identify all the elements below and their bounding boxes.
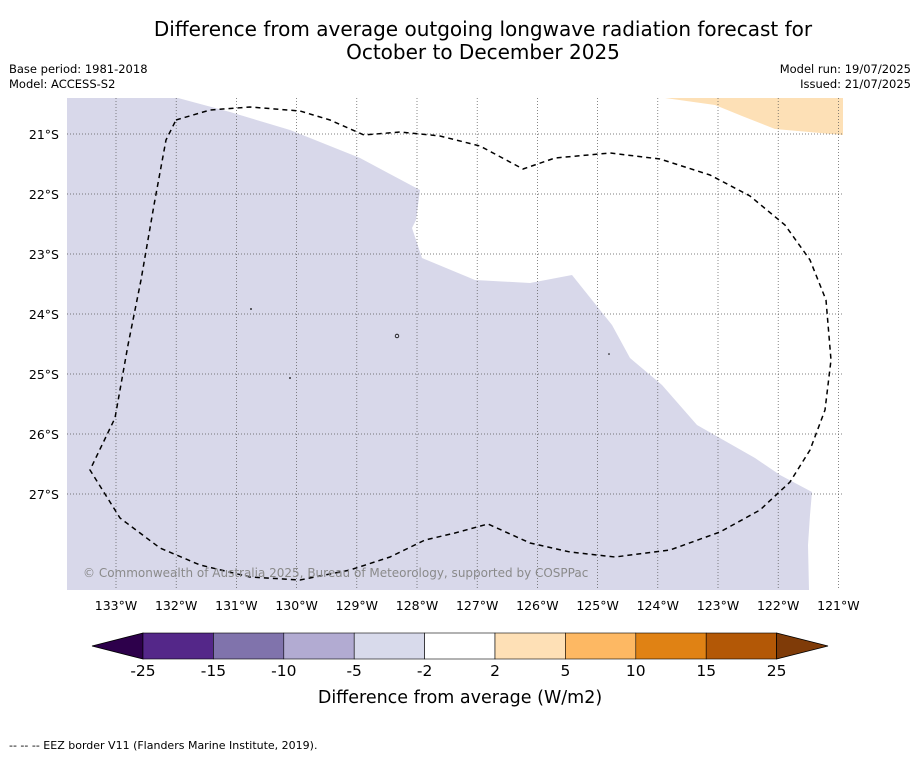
map-title: Difference from average outgoing longwav… xyxy=(0,18,919,64)
latitude-label: 23°S xyxy=(29,247,59,262)
island-marker xyxy=(394,333,400,339)
eez-legend-note: -- -- -- EEZ border V11 (Flanders Marine… xyxy=(9,739,318,752)
latitude-label: 25°S xyxy=(29,367,59,382)
colorbar-segment xyxy=(565,632,637,660)
longitude-label: 124°W xyxy=(637,598,679,613)
eez-border xyxy=(89,106,832,581)
copyright-text: © Commonwealth of Australia 2025, Bureau… xyxy=(83,566,588,580)
colorbar-segment xyxy=(494,632,566,660)
colorbar-tick-label: -25 xyxy=(130,662,155,680)
meta-right: Model run: 19/07/2025 Issued: 21/07/2025 xyxy=(780,62,911,92)
longitude-label: 127°W xyxy=(456,598,498,613)
positive-anomaly-region xyxy=(665,98,843,135)
colorbar xyxy=(91,632,829,660)
title-line-2: October to December 2025 xyxy=(346,40,620,64)
negative-anomaly-region xyxy=(67,98,812,590)
colorbar-tick-label: 10 xyxy=(626,662,646,680)
colorbar-segment xyxy=(635,632,707,660)
base-period: Base period: 1981-2018 xyxy=(9,62,148,76)
colorbar-label: Difference from average (W/m2) xyxy=(318,688,602,708)
colorbar-tick-label: -5 xyxy=(346,662,361,680)
colorbar-segment xyxy=(142,632,214,660)
island-marker xyxy=(289,377,291,379)
title-line-1: Difference from average outgoing longwav… xyxy=(153,17,813,41)
colorbar-segment xyxy=(283,632,355,660)
latitude-label: 24°S xyxy=(29,307,59,322)
longitude-label: 122°W xyxy=(757,598,799,613)
colorbar-tick-label: -2 xyxy=(417,662,432,680)
colorbar-segment xyxy=(353,632,425,660)
colorbar-extension-min xyxy=(91,632,144,660)
longitude-label: 133°W xyxy=(95,598,137,613)
latitude-label: 26°S xyxy=(29,427,59,442)
colorbar-tick-label: 5 xyxy=(560,662,570,680)
colorbar-segment xyxy=(213,632,285,660)
longitude-label: 125°W xyxy=(576,598,618,613)
issued-date: Issued: 21/07/2025 xyxy=(800,77,911,91)
colorbar-extension-max xyxy=(776,632,829,660)
colorbar-ticks: -25 -15 -10 -5 -2 2 5 10 15 25 xyxy=(130,662,786,680)
model-name: Model: ACCESS-S2 xyxy=(9,77,116,91)
colorbar-tick-label: 25 xyxy=(767,662,787,680)
colorbar-segment xyxy=(705,632,777,660)
colorbar-tick-label: 15 xyxy=(696,662,716,680)
longitude-label: 132°W xyxy=(155,598,197,613)
longitude-label: 121°W xyxy=(817,598,859,613)
colorbar-tick-label: -15 xyxy=(201,662,226,680)
map-figure: 21°S22°S23°S24°S25°S26°S27°S 133°W 132°W 1… xyxy=(29,98,860,708)
gridlines xyxy=(67,98,843,590)
island-marker xyxy=(250,308,252,310)
latitude-labels: 21°S 22°S 23°S 24°S 25°S 26°S 27°S xyxy=(29,127,59,502)
longitude-label: 131°W xyxy=(215,598,257,613)
longitude-label: 129°W xyxy=(336,598,378,613)
map-area xyxy=(67,98,843,590)
model-run: Model run: 19/07/2025 xyxy=(779,62,911,76)
island-marker xyxy=(608,353,610,355)
longitude-label: 130°W xyxy=(275,598,317,613)
colorbar-tick-label: -10 xyxy=(271,662,296,680)
meta-left: Base period: 1981-2018 Model: ACCESS-S2 xyxy=(9,62,148,92)
latitude-label: 27°S xyxy=(29,487,59,502)
longitude-label: 128°W xyxy=(396,598,438,613)
longitude-label: 123°W xyxy=(697,598,739,613)
latitude-label: 21°S xyxy=(29,127,59,142)
longitude-label: 126°W xyxy=(516,598,558,613)
longitude-labels: 133°W 132°W 131°W 130°W 129°W 128°W 127°W 126°W… xyxy=(95,598,860,613)
colorbar-segment xyxy=(424,632,496,660)
latitude-label: 22°S xyxy=(29,187,59,202)
colorbar-tick-label: 2 xyxy=(490,662,500,680)
